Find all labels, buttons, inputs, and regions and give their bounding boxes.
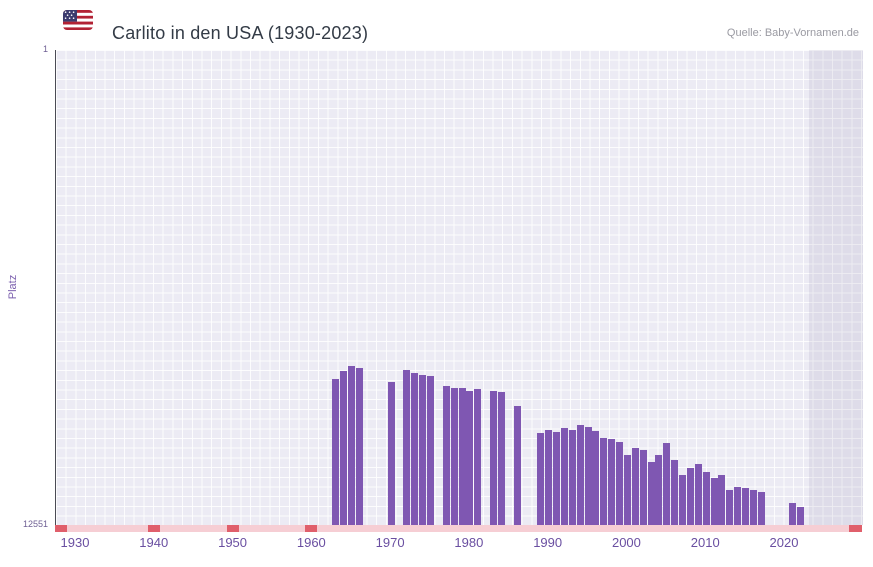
rank-bar[interactable] [592,431,600,525]
y-tick-bottom: 12551 [22,519,48,529]
x-tick-label: 2010 [690,535,720,550]
rank-bar[interactable] [679,474,687,525]
rank-bar[interactable] [734,486,742,525]
no-rank-marker [305,525,318,532]
rank-bar[interactable] [427,375,434,525]
x-tick-label: 1990 [533,535,563,550]
x-tick-label: 1980 [454,535,484,550]
x-tick-label: 1940 [139,535,169,550]
rank-bar[interactable] [631,447,639,525]
rank-bar[interactable] [655,454,663,525]
rank-bar[interactable] [340,370,348,525]
rank-bar[interactable] [718,475,726,525]
plot-area[interactable] [55,50,863,525]
rank-bar[interactable] [513,405,521,525]
rank-bar[interactable] [497,391,505,525]
no-rank-marker [226,525,239,532]
rank-bar[interactable] [608,439,616,525]
rank-bar[interactable] [348,366,356,525]
rank-bar[interactable] [545,429,553,525]
rank-bar[interactable] [560,427,568,525]
rank-bar[interactable] [639,449,647,525]
rank-bar[interactable] [332,379,340,525]
rank-bar[interactable] [419,374,427,525]
rank-bar[interactable] [576,424,584,525]
rank-bar[interactable] [742,487,750,525]
source-credit: Quelle: Baby-Vornamen.de [726,27,859,39]
rank-bar[interactable] [411,372,419,525]
rank-bar[interactable] [647,461,655,525]
x-tick-label: 1970 [375,535,405,550]
right-highlight-band [809,50,863,525]
rank-bar[interactable] [553,431,561,525]
rank-bar[interactable] [686,467,694,525]
x-tick-label: 1950 [218,535,248,550]
rank-bar[interactable] [490,391,498,525]
no-rank-marker [849,525,862,532]
rank-bar[interactable] [537,433,545,525]
rank-bar[interactable] [474,388,482,525]
rank-bar[interactable] [757,492,765,525]
rank-bar[interactable] [749,490,757,525]
no-rank-marker [55,525,67,532]
no-rank-marker [147,525,160,532]
rank-bar[interactable] [797,507,805,525]
rank-bar[interactable] [442,386,450,525]
rank-bar[interactable] [663,442,671,525]
rank-bar[interactable] [387,381,395,525]
rank-bar[interactable] [403,369,411,525]
rank-bar[interactable] [694,464,702,525]
rank-bar[interactable] [450,387,458,525]
rank-bar[interactable] [458,388,466,525]
page-title: Carlito in den USA (1930-2023) [112,23,369,44]
rank-bar[interactable] [671,459,679,525]
x-tick-label: 2020 [769,535,799,550]
x-tick-label: 2000 [611,535,641,550]
rank-bar[interactable] [466,390,474,525]
x-axis-labels: 1930 1940 1950 1960 1970 1980 1990 2000 2010 2020 [55,535,862,555]
y-tick-top: 1 [42,44,48,54]
axis-strip [55,525,862,532]
rank-bar[interactable] [616,441,624,525]
rank-bar[interactable] [726,489,734,525]
rank-bar[interactable] [702,471,710,525]
y-axis-title: Platz [7,274,19,300]
rank-bar[interactable] [356,367,364,525]
rank-bar[interactable] [600,437,608,525]
rank-bar[interactable] [789,503,797,525]
rank-bar[interactable] [584,426,592,525]
x-tick-label: 1930 [60,535,90,550]
us-flag-icon [62,7,94,33]
x-tick-label: 1960 [296,535,326,550]
rank-bar[interactable] [710,477,718,525]
rank-bar[interactable] [568,429,576,525]
rank-bar[interactable] [623,454,631,525]
